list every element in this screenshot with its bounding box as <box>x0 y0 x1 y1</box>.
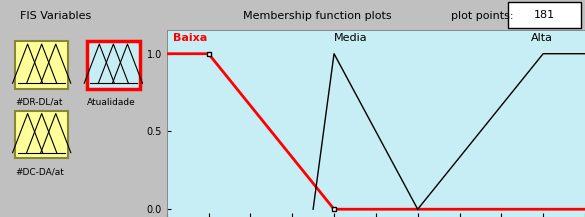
Text: Atualidade: Atualidade <box>87 98 136 107</box>
Bar <box>87 41 140 89</box>
Text: plot points:: plot points: <box>451 11 514 21</box>
Text: Alta: Alta <box>531 33 553 43</box>
Text: #DR-DL/at: #DR-DL/at <box>15 98 63 107</box>
Text: 181: 181 <box>534 10 555 20</box>
Text: Media: Media <box>334 33 367 43</box>
Text: Membership function plots: Membership function plots <box>243 11 391 21</box>
Bar <box>508 2 581 28</box>
Text: #DC-DA/at: #DC-DA/at <box>15 167 64 176</box>
Text: Baixa: Baixa <box>173 33 207 43</box>
Bar <box>15 111 68 158</box>
Text: FIS Variables: FIS Variables <box>20 11 91 21</box>
Bar <box>15 41 68 89</box>
